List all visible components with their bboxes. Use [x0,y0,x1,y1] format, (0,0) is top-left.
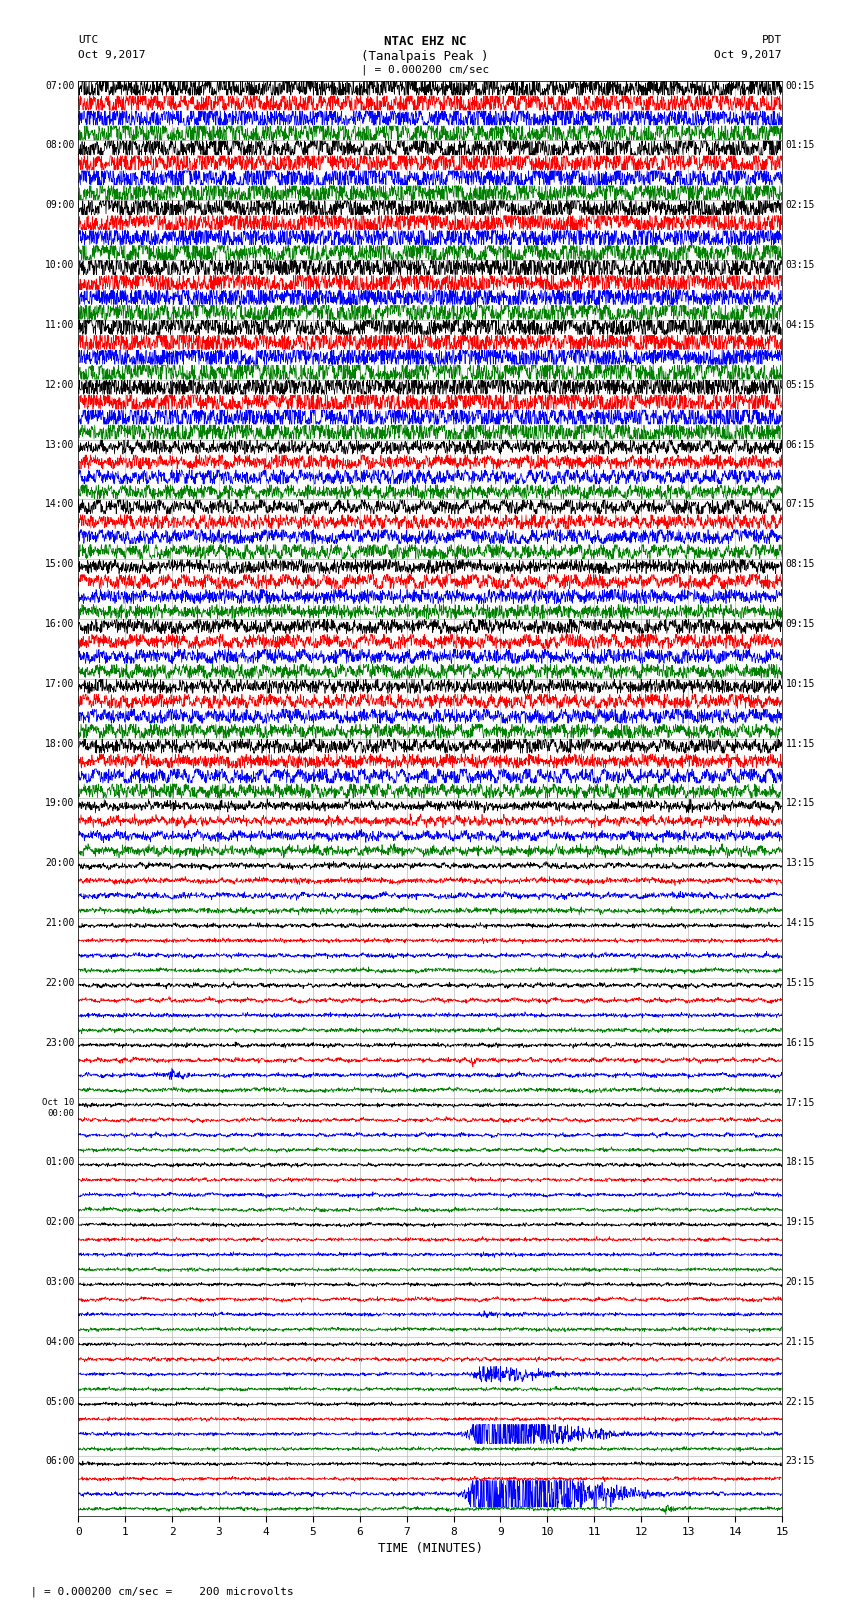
Text: 14:00: 14:00 [45,500,75,510]
Text: 22:15: 22:15 [785,1397,815,1407]
Text: 01:15: 01:15 [785,140,815,150]
Text: 20:00: 20:00 [45,858,75,868]
Text: 06:00: 06:00 [45,1457,75,1466]
Text: 07:15: 07:15 [785,500,815,510]
Text: 05:00: 05:00 [45,1397,75,1407]
Text: 16:00: 16:00 [45,619,75,629]
Text: 18:00: 18:00 [45,739,75,748]
Text: 21:15: 21:15 [785,1337,815,1347]
Text: 03:15: 03:15 [785,260,815,269]
Text: 10:00: 10:00 [45,260,75,269]
Text: 11:15: 11:15 [785,739,815,748]
Text: 19:15: 19:15 [785,1218,815,1227]
Text: 08:15: 08:15 [785,560,815,569]
Text: 10:15: 10:15 [785,679,815,689]
Text: 03:00: 03:00 [45,1277,75,1287]
Text: 17:00: 17:00 [45,679,75,689]
Text: 23:15: 23:15 [785,1457,815,1466]
Text: UTC: UTC [78,35,99,45]
Text: 09:00: 09:00 [45,200,75,210]
Text: 17:15: 17:15 [785,1097,815,1108]
Text: 12:00: 12:00 [45,379,75,390]
Text: 02:15: 02:15 [785,200,815,210]
Text: 21:00: 21:00 [45,918,75,927]
Text: 19:00: 19:00 [45,798,75,808]
Text: 15:00: 15:00 [45,560,75,569]
Text: 14:15: 14:15 [785,918,815,927]
Text: Oct 9,2017: Oct 9,2017 [715,50,782,60]
Text: 06:15: 06:15 [785,440,815,450]
Text: 18:15: 18:15 [785,1158,815,1168]
Text: 20:15: 20:15 [785,1277,815,1287]
Text: 22:00: 22:00 [45,977,75,987]
Text: 16:15: 16:15 [785,1037,815,1048]
Text: Oct 9,2017: Oct 9,2017 [78,50,145,60]
Text: 00:00: 00:00 [48,1110,75,1118]
Text: 07:00: 07:00 [45,81,75,90]
Text: 09:15: 09:15 [785,619,815,629]
Text: | = 0.000200 cm/sec: | = 0.000200 cm/sec [361,65,489,76]
X-axis label: TIME (MINUTES): TIME (MINUTES) [377,1542,483,1555]
Text: 15:15: 15:15 [785,977,815,987]
Text: 05:15: 05:15 [785,379,815,390]
Text: 04:00: 04:00 [45,1337,75,1347]
Text: 12:15: 12:15 [785,798,815,808]
Text: NTAC EHZ NC: NTAC EHZ NC [383,35,467,48]
Text: 00:15: 00:15 [785,81,815,90]
Text: 01:00: 01:00 [45,1158,75,1168]
Text: Oct 10: Oct 10 [42,1097,75,1107]
Text: 13:00: 13:00 [45,440,75,450]
Text: (Tanalpais Peak ): (Tanalpais Peak ) [361,50,489,63]
Text: 02:00: 02:00 [45,1218,75,1227]
Text: 13:15: 13:15 [785,858,815,868]
Text: 04:15: 04:15 [785,319,815,331]
Text: 23:00: 23:00 [45,1037,75,1048]
Text: 08:00: 08:00 [45,140,75,150]
Text: | = 0.000200 cm/sec =    200 microvolts: | = 0.000200 cm/sec = 200 microvolts [17,1586,294,1597]
Text: 11:00: 11:00 [45,319,75,331]
Text: PDT: PDT [762,35,782,45]
